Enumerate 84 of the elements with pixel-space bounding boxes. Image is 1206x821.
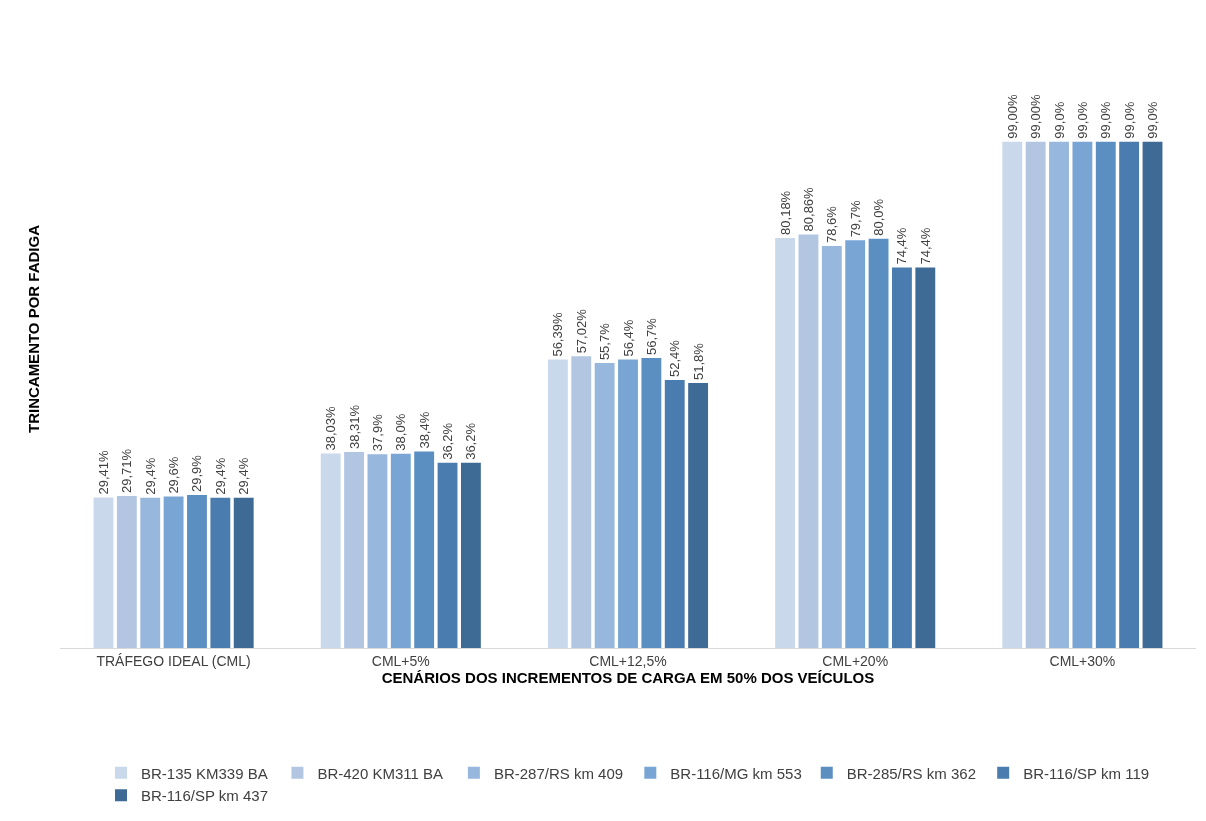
data-label: 99,0% [1098,101,1114,139]
bar [1002,141,1023,648]
legend-label: BR-287/RS km 409 [493,764,624,782]
data-label: 36,2% [463,422,479,460]
x-tick-label: TRÁFEGO IDEAL (CML) [96,652,251,669]
x-tick-label: CML+30% [1049,652,1116,669]
bar [210,497,231,648]
bar [116,496,137,648]
legend-label: BR-116/SP km 437 [141,787,269,805]
data-label: 52,4% [667,339,683,377]
bar [414,451,435,648]
bar [594,363,615,648]
data-label: 38,4% [416,411,432,449]
bar [437,462,458,648]
bar [233,497,254,648]
data-label: 99,0% [1145,101,1161,139]
data-label: 56,39% [550,312,566,357]
data-label: 51,8% [690,342,706,381]
data-label: 99,0% [1121,101,1137,139]
data-label: 29,4% [236,457,252,495]
bar [93,497,114,648]
x-axis-title: CENÁRIOS DOS INCREMENTOS DE CARGA EM 50% DOS VEÍCULOS [381,668,875,686]
data-label: 99,00% [1004,94,1020,139]
data-label: 38,0% [393,413,409,451]
y-axis-title: TRINCAMENTO POR FADIGA [25,224,43,434]
data-label: 37,9% [369,413,385,452]
bar [1142,141,1163,648]
data-label: 38,03% [323,405,339,451]
data-label: 57,02% [573,308,589,354]
bar [821,245,842,648]
x-tick-label: CML+5% [371,652,430,669]
bar [390,453,411,648]
data-label: 56,4% [620,319,636,357]
bar [547,359,568,648]
data-label: 56,7% [643,317,659,355]
bar [320,453,341,648]
data-label: 74,4% [894,227,910,265]
data-label: 29,4% [212,457,228,495]
data-label: 80,18% [777,190,793,235]
bar [1095,141,1116,648]
data-label: 38,31% [346,404,362,450]
data-label: 55,7% [597,322,613,361]
data-label: 78,6% [824,205,840,243]
legend-label: BR-420 KM311 BA [317,764,444,782]
bar [845,240,866,648]
bar [688,383,709,648]
x-tick-label: CML+20% [822,652,889,669]
bar [460,462,481,648]
bar [664,379,685,648]
bar [892,267,912,648]
bar [1119,141,1140,648]
bar [915,267,936,648]
bar [618,359,638,648]
bar [641,358,662,648]
bar [1025,141,1046,648]
bar [1072,141,1093,648]
data-label: 99,00% [1028,94,1044,139]
bar [798,234,819,648]
bar [775,237,796,648]
bar [140,497,161,648]
legend-label: BR-116/SP km 119 [1023,764,1150,782]
bar [1049,141,1069,648]
data-label: 29,41% [95,450,111,495]
bar [344,452,364,648]
bar [163,496,184,648]
bar [868,238,889,648]
data-label: 29,71% [119,448,135,494]
data-label: 74,4% [917,227,933,265]
data-label: 99,0% [1074,101,1090,139]
data-label: 29,6% [166,456,182,494]
data-label: 79,7% [847,200,863,238]
bar [367,454,388,648]
legend-label: BR-285/RS km 362 [846,764,976,782]
data-label: 36,2% [440,422,456,460]
data-label: 29,4% [142,457,158,495]
bar [187,495,207,648]
data-label: 80,0% [871,198,887,236]
legend-label: BR-116/MG km 553 [670,764,802,782]
bar [571,356,592,648]
x-tick-label: CML+12,5% [589,652,667,669]
data-label: 80,86% [800,186,816,232]
legend-label: BR-135 KM339 BA [141,764,268,782]
data-label: 99,0% [1051,101,1067,139]
data-label: 29,9% [189,454,205,493]
